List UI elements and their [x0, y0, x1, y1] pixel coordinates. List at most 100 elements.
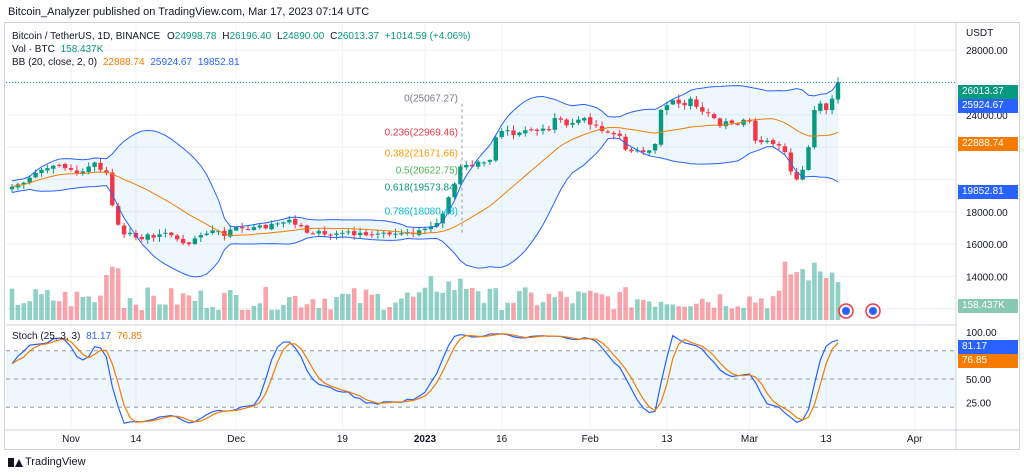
volume-bar — [9, 288, 15, 320]
candle-body — [251, 227, 257, 230]
bb-label: BB (20, close, 2, 0) — [12, 57, 98, 68]
candle-body — [753, 120, 758, 141]
volume-bar — [759, 298, 764, 320]
volume-bar — [405, 292, 410, 320]
candle-body — [428, 226, 434, 230]
candle-body — [175, 235, 180, 240]
candle-body — [576, 119, 581, 123]
candle-body — [257, 225, 262, 228]
bb-basis-line — [11, 118, 839, 236]
candle-body — [835, 82, 841, 100]
volume-bar — [582, 292, 587, 320]
volume-bar — [62, 291, 68, 320]
low-value: 24890.00 — [282, 31, 325, 42]
candle-body — [27, 177, 32, 183]
stoch-k-value: 81.17 — [86, 331, 112, 342]
candle-body — [316, 231, 321, 234]
time-tick-label: 14 — [130, 434, 142, 445]
volume-bar — [776, 290, 782, 320]
volume-bar — [635, 299, 640, 320]
candle-body — [558, 118, 563, 120]
candle-body — [45, 168, 50, 171]
volume-bar — [351, 288, 357, 320]
volume-bar — [104, 274, 109, 320]
bb-upper-line — [11, 82, 839, 229]
candle-body — [741, 119, 746, 125]
volume-bar — [204, 307, 209, 320]
time-tick-label: Apr — [907, 434, 923, 445]
volume-bar — [723, 306, 729, 320]
volume-bar — [245, 309, 251, 320]
candle-body — [216, 231, 221, 233]
volume-bar — [670, 304, 676, 320]
bb-upper-value: 25924.67 — [150, 57, 193, 68]
volume-bars — [9, 261, 841, 320]
volume-bar — [558, 291, 563, 320]
volume-bar — [481, 302, 487, 320]
candle-body — [706, 112, 711, 114]
volume-bar — [534, 305, 540, 320]
candle-body — [121, 225, 127, 235]
candle-body — [39, 169, 44, 174]
candle-body — [110, 172, 115, 206]
candle-body — [529, 129, 534, 131]
candle-body — [641, 150, 646, 152]
candle-body — [210, 230, 215, 234]
volume-bar — [764, 308, 770, 320]
price-tick-label: 14000.00 — [966, 272, 1008, 283]
volume-tag: 158.437K — [958, 299, 1018, 313]
candle-body — [304, 225, 310, 233]
candle-body — [546, 129, 552, 131]
volume-bar — [540, 302, 546, 320]
candle-body — [505, 130, 510, 132]
bb-basis-value: 22888.74 — [102, 57, 145, 68]
low-label: L — [277, 31, 283, 42]
tradingview-logo[interactable]: TradingView — [8, 456, 86, 468]
bollinger-band-fill — [12, 82, 838, 277]
candle-body — [198, 235, 203, 238]
volume-bar — [298, 307, 304, 320]
us-flag-inner-icon — [869, 307, 877, 315]
time-tick-label: 2023 — [414, 434, 437, 445]
candle-body — [511, 130, 516, 136]
candle-body — [369, 234, 375, 236]
volume-bar — [180, 293, 186, 320]
candle-body — [794, 171, 799, 180]
candle-body — [770, 140, 776, 144]
candle-body — [245, 228, 251, 230]
candle-body — [711, 114, 717, 119]
last-price-tag: 26013.37 — [958, 85, 1018, 99]
volume-bar — [735, 306, 740, 320]
candle-body — [534, 129, 540, 131]
us-flag-inner-icon — [842, 307, 850, 315]
candle-body — [239, 227, 245, 229]
time-tick-label: 13 — [661, 434, 673, 445]
change-value: +1014.59 (+4.06%) — [384, 31, 471, 42]
candle-body — [139, 236, 144, 240]
volume-bar — [80, 296, 86, 320]
volume-bar — [387, 307, 392, 320]
candle-body — [647, 150, 652, 153]
candle-body — [564, 119, 569, 126]
time-tick-label: Feb — [582, 434, 600, 445]
candle-body — [617, 133, 622, 136]
candle-body — [98, 163, 103, 170]
candle-body — [204, 233, 209, 236]
candle-body — [723, 121, 729, 127]
volume-bar — [21, 303, 27, 320]
candle-body — [605, 131, 611, 133]
volume-bar — [110, 266, 115, 320]
time-tick-label: 19 — [337, 434, 349, 445]
volume-bar — [74, 291, 80, 320]
volume-bar — [263, 287, 268, 320]
tradingview-brand: TradingView — [25, 456, 86, 468]
candle-body — [499, 131, 504, 138]
price-unit: USDT — [966, 28, 994, 39]
fib-level-label: 0.786(18080.48) — [385, 206, 458, 217]
volume-bar — [511, 302, 516, 320]
volume-bar — [629, 307, 634, 320]
bb-fill-area — [12, 82, 838, 277]
bb-basis-tag: 22888.74 — [958, 137, 1018, 151]
candle-body — [658, 110, 664, 145]
